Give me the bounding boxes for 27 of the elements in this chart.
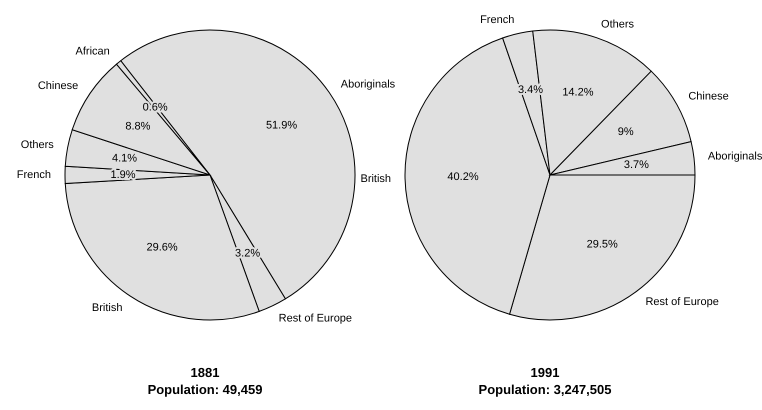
text: Population: 49,459 [146, 381, 264, 398]
slice-label: African [76, 46, 110, 58]
data-label: 14.2% [562, 86, 594, 99]
slice-label: Aboriginals [708, 150, 762, 163]
slice-label: Others [20, 139, 54, 152]
data-label: 51.9% [266, 120, 298, 132]
data-label: 9% [618, 126, 634, 138]
slice-label: British [360, 172, 392, 185]
slice-label: Chinese [688, 90, 729, 103]
slice-label: French [16, 168, 51, 181]
slice-label: Rest of Europe [278, 312, 352, 324]
text: 1881 [190, 364, 220, 381]
text: 1991 [530, 364, 560, 381]
slice-label: Others [601, 18, 635, 30]
slice-label: Rest of Europe [645, 296, 719, 308]
data-label: 4.1% [112, 152, 138, 165]
data-label: 29.6% [146, 242, 178, 254]
data-label: 29.5% [586, 238, 618, 251]
slice-label: British [92, 302, 122, 314]
text: Population: 3,247,505 [478, 381, 612, 398]
slice-label: Aboriginals [340, 78, 396, 91]
slice-label: Chinese [38, 80, 78, 92]
data-label: 1.9% [110, 168, 136, 181]
slice-label: French [480, 14, 514, 26]
data-label: 40.2% [447, 171, 479, 184]
data-label: 3.7% [624, 158, 650, 171]
data-label: 8.8% [125, 120, 151, 132]
